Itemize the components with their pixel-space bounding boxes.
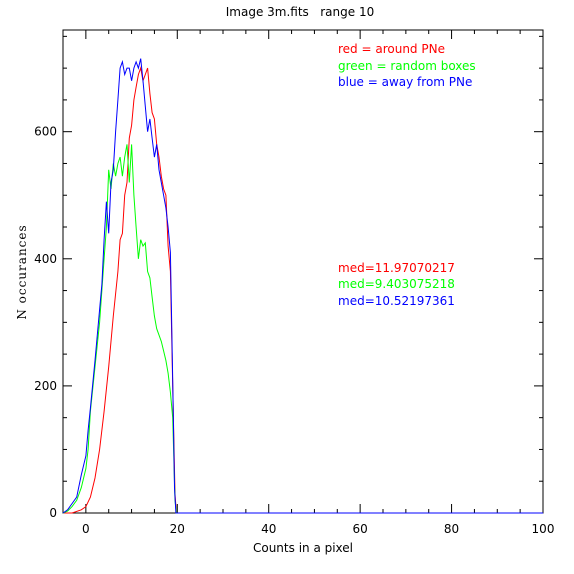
x-tick-label: 20: [170, 522, 185, 536]
median-annotations: med=11.97070217 med=9.403075218 med=10.5…: [338, 261, 455, 308]
series-lines: [62, 58, 543, 514]
median-green: med=9.403075218: [338, 277, 455, 291]
median-red: med=11.97070217: [338, 261, 455, 275]
x-tick-label: 100: [532, 522, 555, 536]
plot-frame: [62, 29, 544, 514]
x-tick-label: 40: [261, 522, 276, 536]
x-tick-label: 0: [82, 522, 90, 536]
legend-entry-green: green = random boxes: [338, 59, 476, 73]
series-line-0: [63, 66, 543, 514]
x-tick-label: 60: [353, 522, 368, 536]
series-line-2: [62, 58, 543, 514]
chart-title: Image 3m.fits range 10: [226, 5, 374, 19]
median-blue: med=10.52197361: [338, 294, 455, 308]
legend: red = around PNe green = random boxes bl…: [338, 42, 476, 89]
y-tick-label: 200: [34, 379, 57, 393]
series-line-1: [62, 144, 543, 514]
y-tick-label: 600: [34, 125, 57, 139]
x-tick-label: 80: [444, 522, 459, 536]
y-axis-label: N occurances: [15, 224, 29, 319]
y-tick-label: 400: [34, 252, 57, 266]
y-tick-label: 0: [49, 506, 57, 520]
legend-entry-blue: blue = away from PNe: [338, 75, 472, 89]
axis-ticks: 0 20 40 60 80 100 0 200 400 600: [34, 30, 554, 536]
x-axis-label: Counts in a pixel: [253, 541, 353, 555]
legend-entry-red: red = around PNe: [338, 42, 445, 56]
